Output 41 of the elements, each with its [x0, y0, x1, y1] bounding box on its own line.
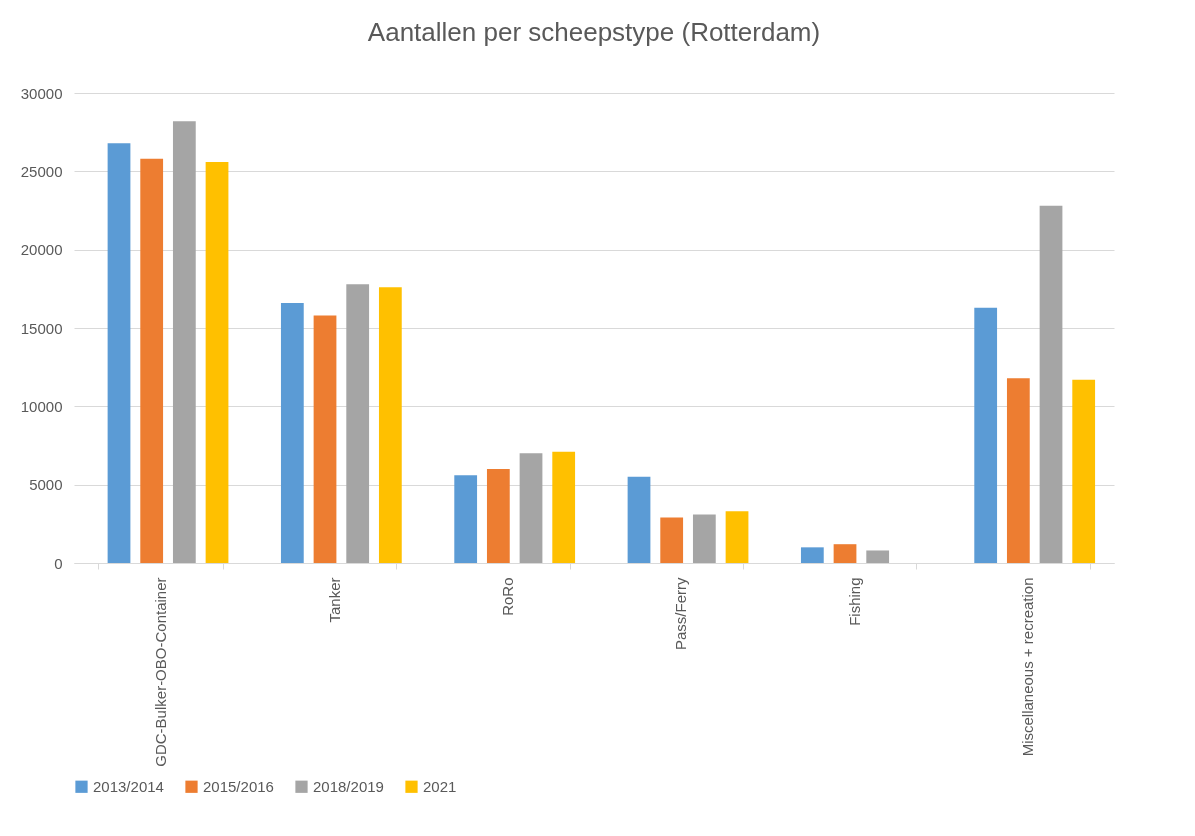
bar — [205, 161, 229, 563]
bar — [140, 158, 164, 563]
bar — [725, 511, 749, 563]
bar — [974, 307, 998, 563]
x-tick-label: GDC-Bulker-OBO-Container — [152, 577, 170, 767]
bar — [519, 453, 543, 563]
legend-label: 2021 — [423, 777, 457, 795]
x-tick-label: Tanker — [325, 577, 343, 623]
x-tick-label: Miscellaneous + recreation — [1018, 577, 1036, 757]
bar — [627, 476, 651, 563]
bar — [346, 284, 370, 563]
bar — [1072, 379, 1096, 563]
bar — [833, 544, 857, 563]
legend-label: 2018/2019 — [313, 777, 384, 795]
y-tick-label: 10000 — [20, 397, 63, 415]
y-tick-label: 0 — [54, 554, 63, 572]
y-tick-label: 30000 — [20, 84, 63, 102]
x-tick-label: Pass/Ferry — [672, 577, 690, 651]
bar — [866, 550, 890, 563]
bar — [1006, 378, 1030, 563]
x-tick-label: Fishing — [845, 577, 863, 626]
bar — [280, 302, 304, 563]
chart-title: Aantallen per scheepstype (Rotterdam) — [367, 17, 821, 47]
bar — [172, 121, 196, 563]
bar — [486, 469, 510, 563]
y-tick-label: 25000 — [20, 162, 63, 180]
bar — [378, 287, 402, 563]
bar — [692, 514, 716, 563]
bar — [552, 451, 576, 563]
y-tick-label: 20000 — [20, 241, 63, 259]
y-tick-label: 5000 — [29, 476, 63, 494]
legend-label: 2013/2014 — [93, 777, 164, 795]
bar — [660, 517, 684, 563]
bar — [1039, 205, 1063, 563]
y-tick-label: 15000 — [20, 319, 63, 337]
bar — [800, 547, 824, 563]
x-tick-label: RoRo — [498, 577, 516, 616]
bar — [107, 143, 131, 563]
bar — [313, 315, 337, 563]
legend-label: 2015/2016 — [203, 777, 274, 795]
bar — [454, 475, 478, 563]
